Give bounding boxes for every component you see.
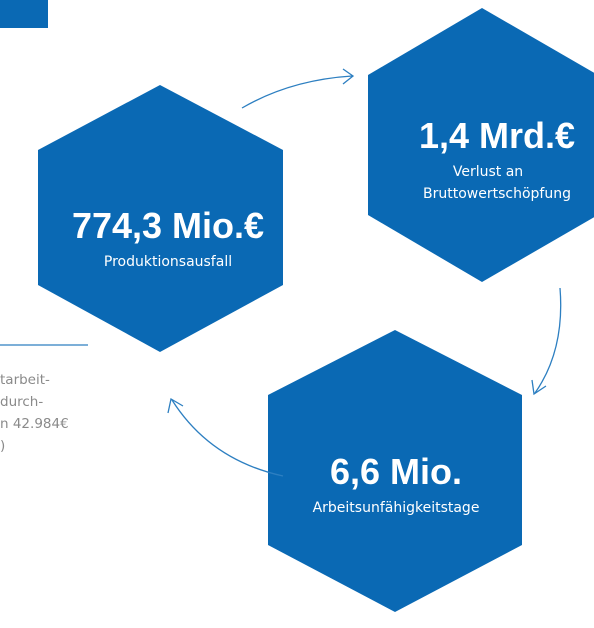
- hexagon-value: 1,4 Mrd.€: [419, 115, 575, 156]
- hexagon-label: Bruttowertschöpfung: [423, 186, 571, 202]
- hexagon: [268, 330, 522, 612]
- hexagon-label: Produktionsausfall: [104, 254, 232, 270]
- side-text: n 42.984€: [0, 416, 69, 432]
- hexagon: [38, 85, 283, 352]
- corner-block: [0, 0, 48, 28]
- side-text: durch-: [0, 394, 43, 410]
- arrow: [241, 75, 353, 109]
- arrowhead: [531, 379, 547, 396]
- hexagon-label: Verlust an: [453, 164, 523, 180]
- arrowhead: [342, 68, 355, 85]
- arrow: [534, 287, 562, 394]
- hexagon: [368, 8, 594, 282]
- hexagon-label: Arbeitsunfähigkeitstage: [313, 500, 480, 516]
- arrowhead: [167, 397, 184, 414]
- side-text: ): [0, 438, 5, 454]
- arrow: [171, 399, 284, 477]
- hexagon-value: 774,3 Mio.€: [72, 205, 264, 246]
- side-text: tarbeit-: [0, 372, 50, 388]
- hexagon-value: 6,6 Mio.: [330, 451, 462, 492]
